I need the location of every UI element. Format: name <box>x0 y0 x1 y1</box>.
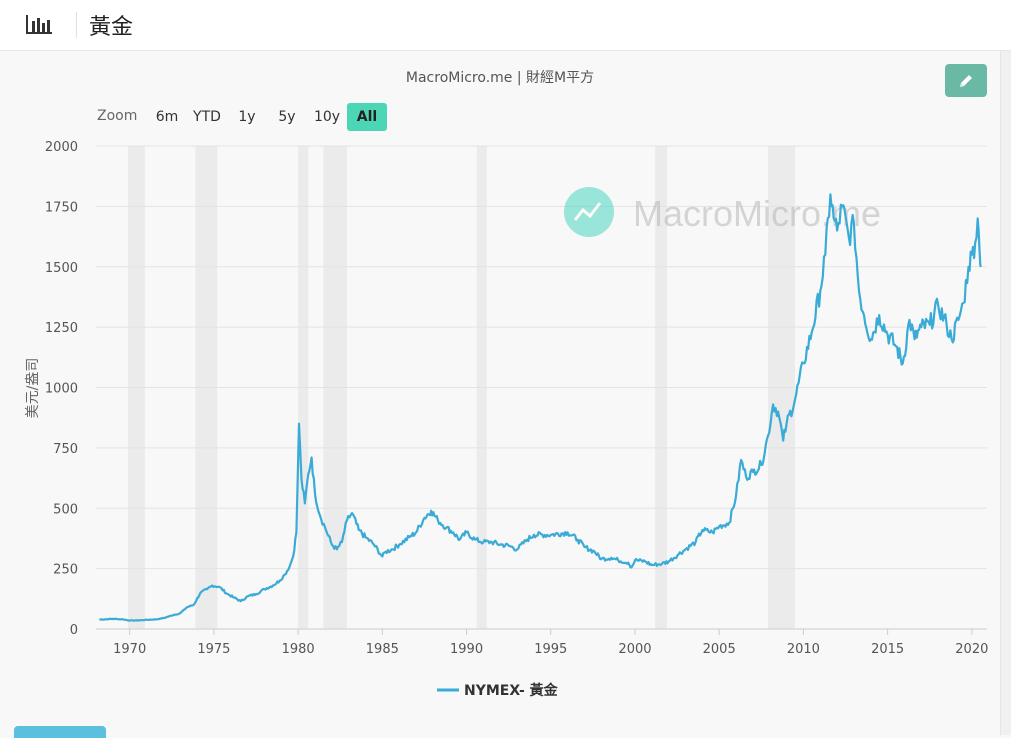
series-line-gold <box>99 193 983 622</box>
x-tick-label-2010: 2010 <box>787 642 820 657</box>
zoom-all-button[interactable]: All <box>347 103 387 131</box>
zoom-10y-button[interactable]: 10y <box>313 109 341 125</box>
x-tick-label-2000: 2000 <box>618 642 651 657</box>
watermark-logo-icon <box>564 187 614 237</box>
zoom-ytd-button[interactable]: YTD <box>193 109 221 125</box>
zoom-5y-button[interactable]: 5y <box>278 109 296 125</box>
x-tick-label-1980: 1980 <box>282 642 315 657</box>
y-tick-label-1250: 1250 <box>45 321 78 336</box>
legend[interactable]: NYMEX- 黃金 <box>437 682 559 699</box>
y-tick-label-250: 250 <box>53 563 78 578</box>
y-tick-label-1750: 1750 <box>45 200 78 215</box>
y-tick-label-1500: 1500 <box>45 261 78 276</box>
x-tick-label-1990: 1990 <box>450 642 483 657</box>
x-tick-label-1975: 1975 <box>197 642 230 657</box>
watermark-logo-mark <box>573 202 602 221</box>
y-tick-label-1000: 1000 <box>45 382 78 397</box>
chart-panel <box>0 51 1000 735</box>
x-tick-label-1970: 1970 <box>113 642 146 657</box>
y-tick-label-0: 0 <box>70 623 78 638</box>
watermark-text: MacroMicro.me <box>633 193 881 234</box>
bottom-tab-button[interactable] <box>14 726 106 738</box>
x-tick-label-2015: 2015 <box>871 642 904 657</box>
y-tick-label-750: 750 <box>53 442 78 457</box>
scrollbar-track[interactable] <box>1000 51 1011 735</box>
header-divider <box>76 12 77 38</box>
y-axis-label: 美元/盎司 <box>25 358 41 419</box>
x-tick-label-2005: 2005 <box>703 642 736 657</box>
x-tick-label-1995: 1995 <box>534 642 567 657</box>
y-tick-label-2000: 2000 <box>45 140 78 155</box>
chart-credit: MacroMicro.me | 財經M平方 <box>405 70 595 86</box>
pencil-icon <box>960 75 972 87</box>
y-axis-ticks: 0 250 500 750 1000 1250 1500 1750 2000 <box>45 140 78 638</box>
zoom-label: Zoom <box>97 108 138 124</box>
edit-button[interactable] <box>945 64 987 97</box>
legend-label[interactable]: NYMEX- 黃金 <box>464 682 559 699</box>
top-bar: 黃金 <box>0 0 1011 51</box>
grid-lines <box>96 145 987 630</box>
y-tick-label-500: 500 <box>53 502 78 517</box>
zoom-1y-button[interactable]: 1y <box>238 109 256 125</box>
x-tick-label-2020: 2020 <box>955 642 988 657</box>
bar-chart-icon[interactable] <box>25 13 53 35</box>
zoom-6m-button[interactable]: 6m <box>155 109 179 125</box>
page-title: 黃金 <box>89 15 134 40</box>
x-tick-label-1985: 1985 <box>366 642 399 657</box>
x-axis-ticks: 1970 1975 1980 1985 1990 1995 2000 2005 2010 2015… <box>113 629 988 657</box>
